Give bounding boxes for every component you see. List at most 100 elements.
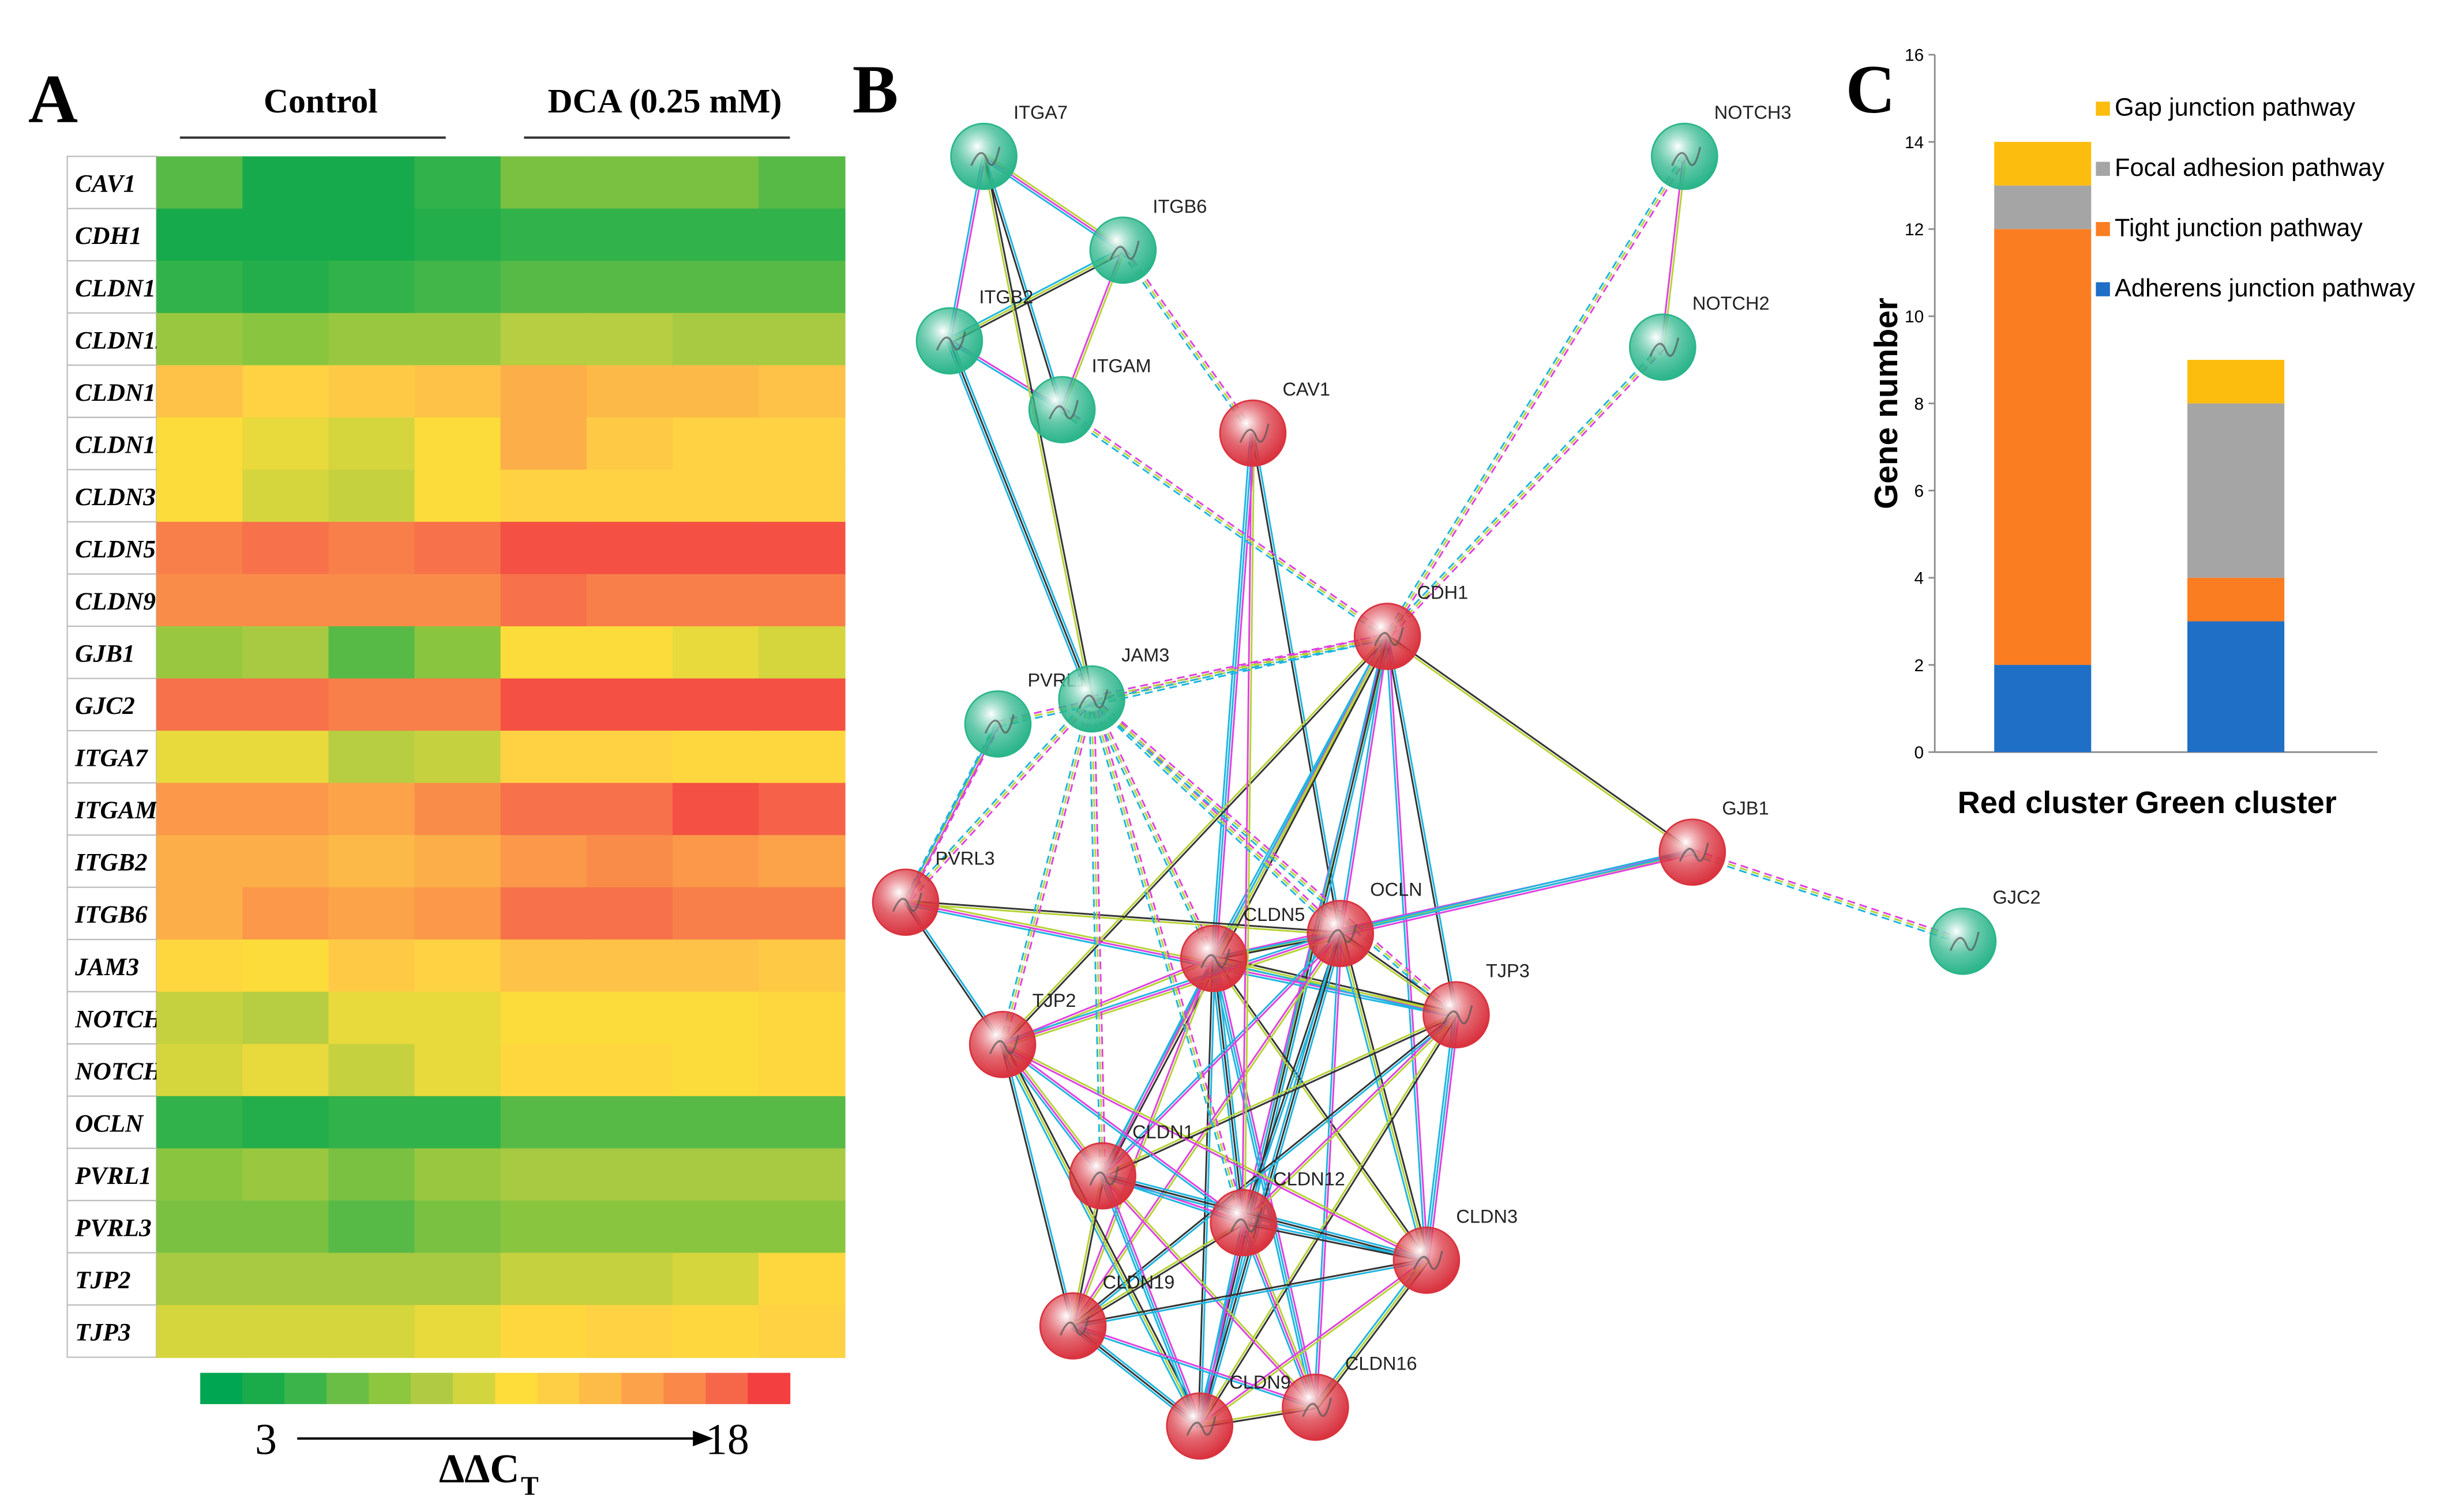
heatmap-cell (414, 1044, 502, 1097)
heatmap-cell (672, 1305, 760, 1358)
network-node (1658, 818, 1726, 886)
network-edge (1313, 933, 1341, 1408)
heatmap-cell (156, 365, 243, 419)
protein-structure-icon (1949, 931, 1980, 951)
node-label: CLDN9 (1229, 1372, 1291, 1393)
legend-swatch (2096, 161, 2110, 176)
protein-structure-icon (1230, 1213, 1260, 1233)
heatmap-cell (586, 1305, 674, 1358)
heatmap-cell (759, 313, 846, 366)
heatmap-cell (672, 313, 760, 366)
row-label: ITGAM (74, 796, 158, 824)
network-edge-dashed (1124, 248, 1256, 432)
network-node (1069, 1142, 1136, 1210)
heatmap-cell (328, 1096, 415, 1149)
heatmap-cell (759, 1096, 846, 1149)
heatmap-cell (672, 678, 760, 732)
colorbar-min-label: 3 (255, 1416, 277, 1464)
y-tick-label: 12 (1905, 220, 1924, 239)
network-edge-dashed (1692, 851, 1964, 942)
node-label: CLDN3 (1456, 1206, 1518, 1227)
network-edge (1387, 635, 1459, 1015)
y-tick-label: 2 (1915, 656, 1924, 675)
heatmap-cell (500, 208, 588, 262)
network-edge (1342, 932, 1430, 1260)
network-edge (1199, 636, 1388, 1427)
legend-swatch (2096, 282, 2110, 296)
protein-structure-icon (1679, 842, 1709, 862)
network-edge (1000, 1044, 1073, 1327)
row-label-box (66, 939, 157, 992)
heatmap-cell (156, 521, 243, 575)
network-edge (1196, 932, 1339, 1426)
network-edge (1253, 432, 1343, 934)
network-edge-dashed (907, 699, 1094, 905)
heatmap-cell (672, 731, 760, 784)
network-edge-dashed (1091, 633, 1387, 698)
heatmap-cell (500, 1253, 588, 1306)
heatmap-cell (242, 365, 329, 419)
heatmap-cell (414, 261, 502, 314)
heatmap-cell (672, 887, 760, 941)
colorbar-label-sub: T (521, 1471, 539, 1500)
network-edge-dashed (904, 698, 1093, 903)
heatmap-cell (759, 1044, 846, 1097)
heatmap-cell (242, 521, 329, 575)
y-tick-label: 8 (1915, 394, 1924, 413)
network-edge (1099, 1176, 1199, 1427)
heatmap-cell (586, 313, 674, 366)
bar-segment (1994, 142, 2092, 186)
heatmap-cell (586, 156, 674, 210)
heatmap-cell (242, 574, 329, 627)
network-edge (984, 156, 1064, 410)
colorbar-swatch (495, 1372, 538, 1404)
colorbar-swatch (537, 1372, 580, 1404)
protein-structure-icon (936, 331, 966, 351)
row-label: CLDN19 (75, 431, 168, 458)
network-edge (1001, 1044, 1244, 1225)
heatmap-cell (500, 469, 588, 523)
network-node (950, 122, 1018, 190)
network-edge (1073, 958, 1216, 1327)
row-label: TJP3 (75, 1319, 130, 1346)
network-edge (1003, 1044, 1075, 1326)
network-node (1166, 1392, 1234, 1460)
row-label-box (66, 260, 157, 314)
node-label: CLDN1 (1132, 1122, 1194, 1142)
node-label: CLDN16 (1345, 1353, 1417, 1374)
network-edge (1212, 958, 1427, 1262)
network-edge (1072, 1258, 1427, 1326)
heatmap-cell (156, 1253, 243, 1306)
heatmap-cell (500, 626, 588, 679)
heatmap-cell (328, 521, 415, 575)
row-label: PVRL1 (74, 1162, 152, 1190)
heatmap-cell (759, 731, 846, 784)
network-edge-dashed (999, 698, 1090, 1044)
row-label: ITGB2 (74, 849, 147, 877)
network-edge-dashed (1091, 698, 1104, 1176)
heatmap-cell (156, 939, 243, 993)
heatmap-cell (328, 574, 415, 627)
column-group-label: Control (264, 82, 378, 120)
network-edge (1210, 432, 1252, 958)
heatmap-cell (586, 991, 674, 1045)
network-edge (1200, 958, 1216, 1426)
heatmap-cell (586, 1148, 674, 1202)
row-label: CLDN16 (75, 379, 168, 407)
heatmap-cell (500, 1148, 588, 1202)
node-label: ITGB6 (1153, 196, 1207, 217)
node-label: GJB1 (1722, 798, 1769, 819)
network-edge (1385, 636, 1427, 1261)
heatmap-cell (328, 1305, 415, 1358)
network-edge (1213, 432, 1254, 959)
heatmap-cell (328, 991, 415, 1045)
network-node (1629, 313, 1696, 381)
row-label: GJB1 (75, 640, 135, 668)
heatmap-cell (414, 1200, 502, 1254)
heatmap-cell (759, 887, 846, 941)
heatmap-cell (500, 1200, 588, 1254)
heatmap-cell (759, 1148, 846, 1202)
heatmap-cell (414, 731, 502, 784)
network-edge (1001, 956, 1214, 1044)
